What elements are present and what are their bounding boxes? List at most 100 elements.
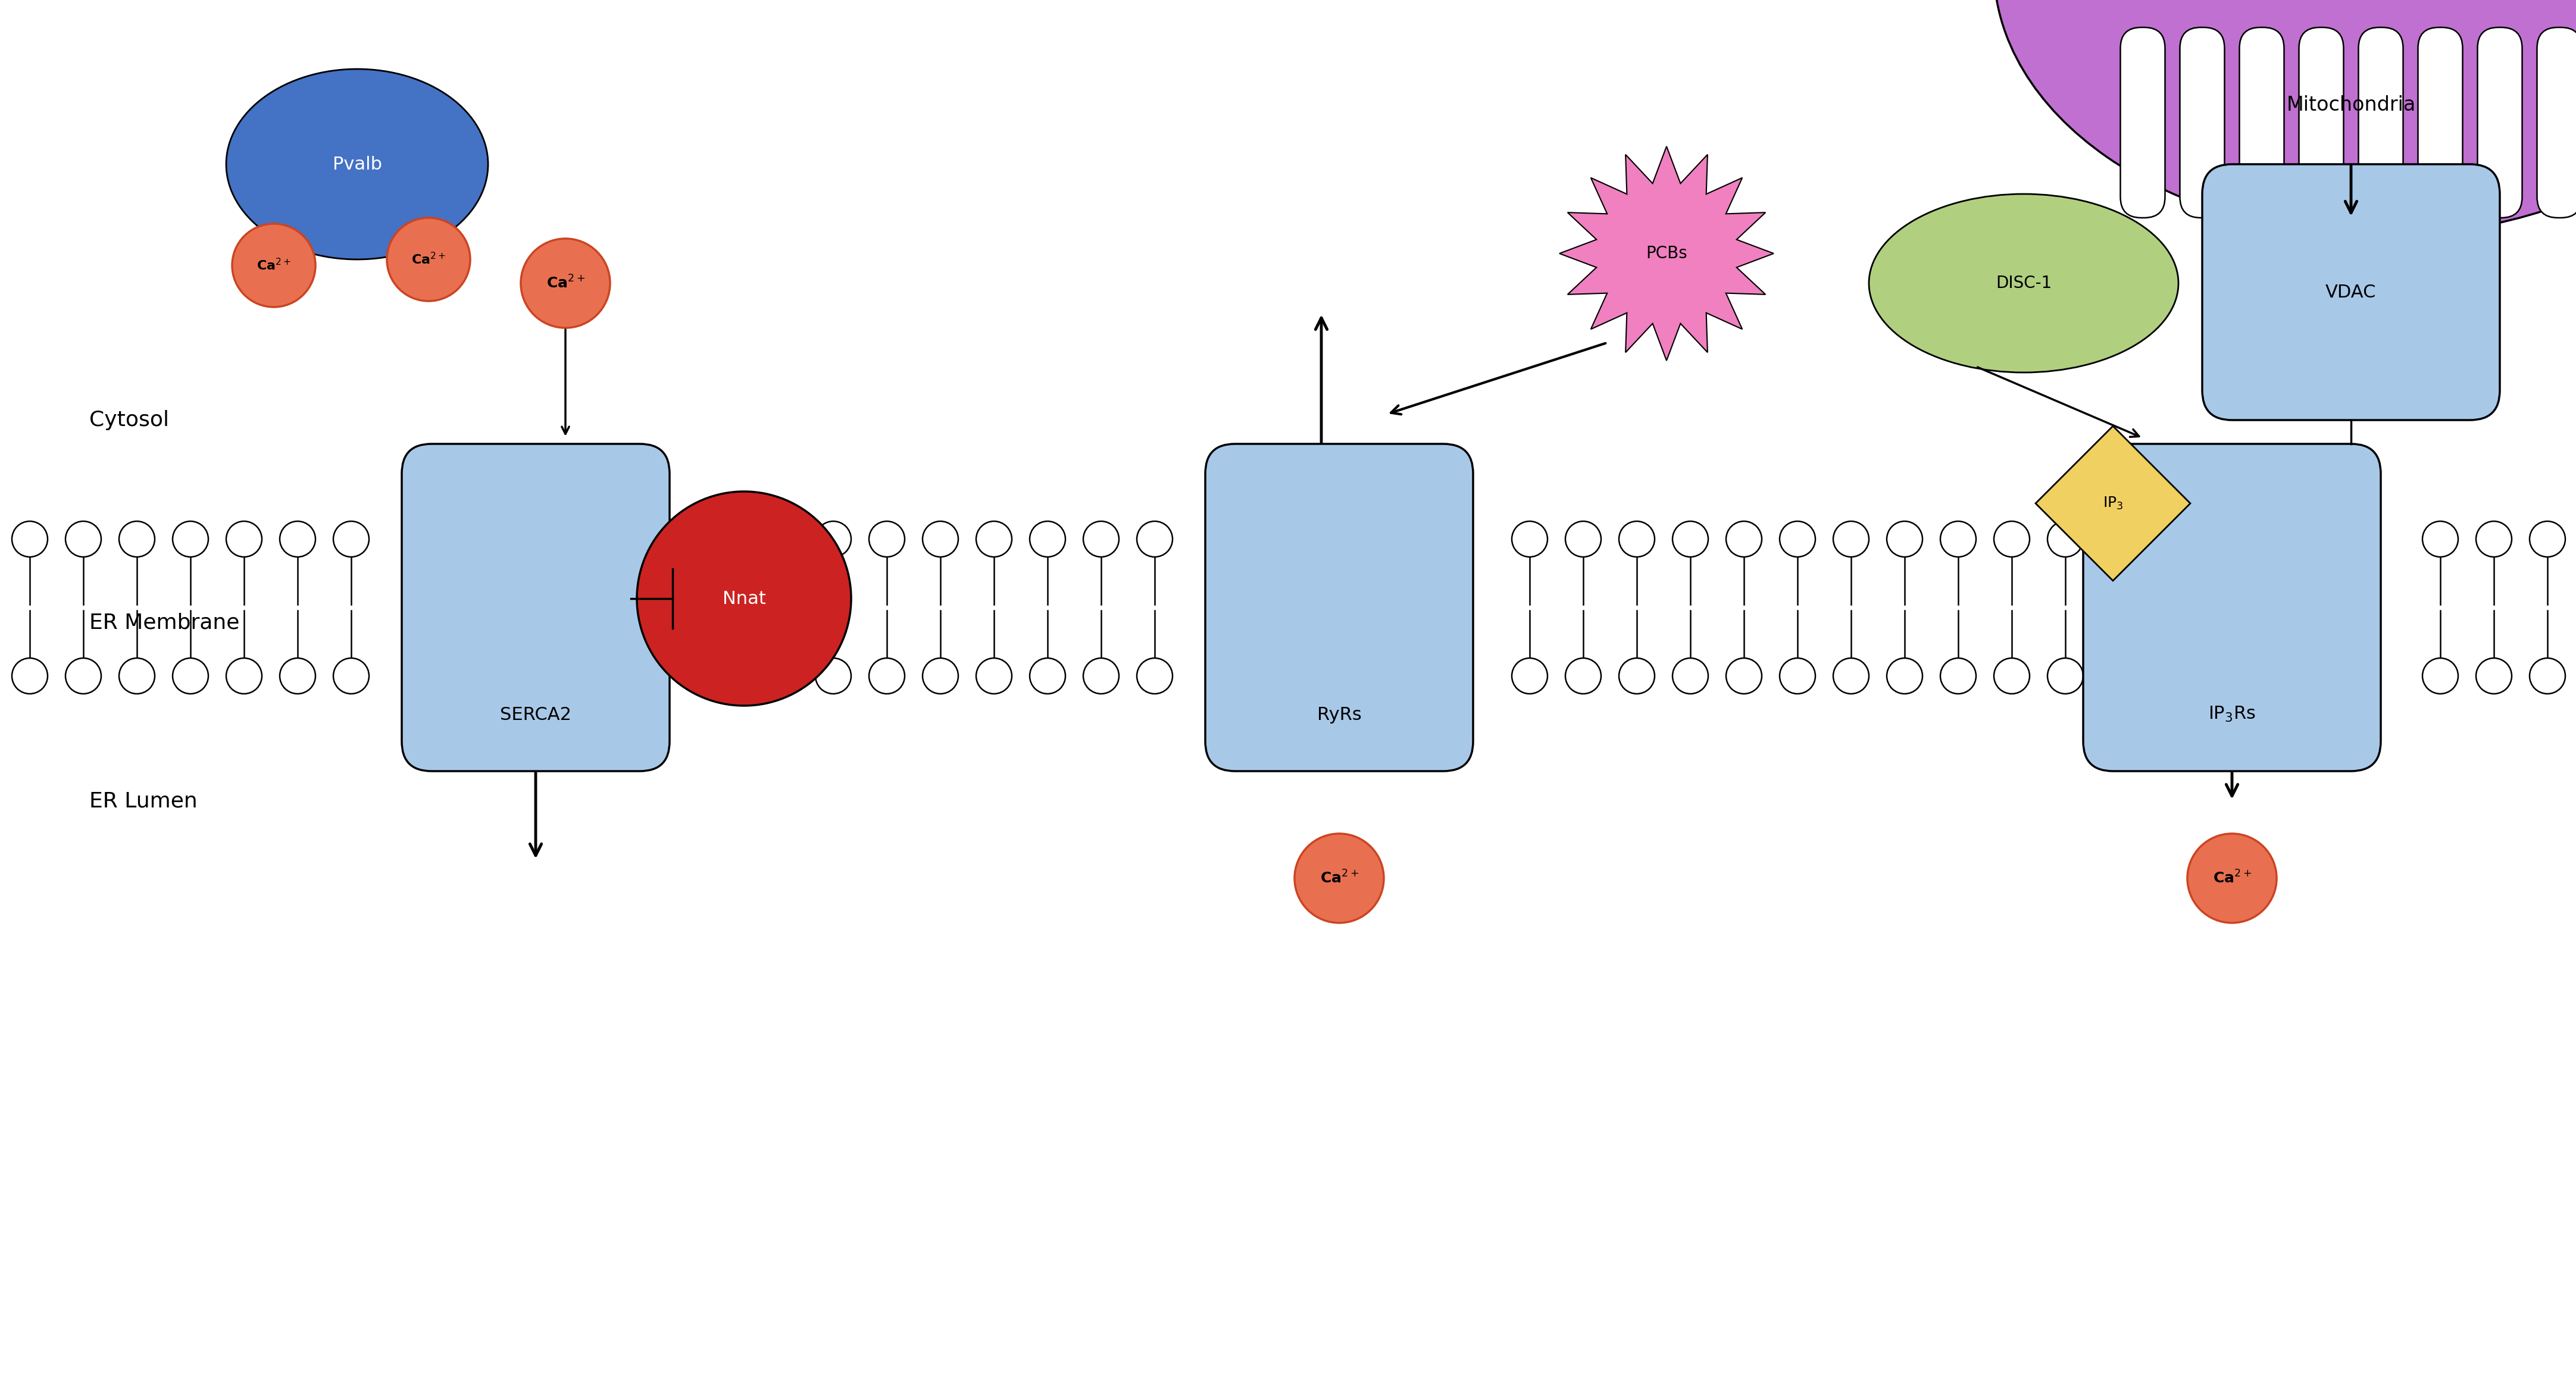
Circle shape [1672, 657, 1708, 693]
Circle shape [2530, 522, 2566, 556]
Circle shape [64, 522, 100, 556]
Circle shape [1994, 522, 2030, 556]
Circle shape [1780, 657, 1816, 693]
Circle shape [332, 522, 368, 556]
Circle shape [1512, 522, 1548, 556]
FancyBboxPatch shape [2478, 28, 2522, 217]
Circle shape [520, 238, 611, 328]
Circle shape [64, 657, 100, 693]
Circle shape [1030, 657, 1066, 693]
FancyBboxPatch shape [2239, 28, 2285, 217]
FancyBboxPatch shape [2419, 28, 2463, 217]
FancyBboxPatch shape [2360, 28, 2403, 217]
Circle shape [2476, 522, 2512, 556]
Ellipse shape [227, 69, 487, 259]
Circle shape [232, 224, 314, 307]
Circle shape [332, 657, 368, 693]
FancyBboxPatch shape [2298, 28, 2344, 217]
Ellipse shape [1870, 194, 2179, 372]
Circle shape [922, 657, 958, 693]
Circle shape [2530, 657, 2566, 693]
Circle shape [2048, 657, 2084, 693]
Circle shape [1886, 522, 1922, 556]
Circle shape [118, 522, 155, 556]
Text: Ca$^{2+}$: Ca$^{2+}$ [2213, 871, 2251, 886]
Polygon shape [2035, 426, 2190, 581]
Circle shape [1886, 657, 1922, 693]
Circle shape [1566, 522, 1602, 556]
Text: IP$_3$: IP$_3$ [2102, 495, 2123, 511]
Polygon shape [1558, 147, 1775, 361]
Circle shape [976, 657, 1012, 693]
Circle shape [1994, 657, 2030, 693]
Circle shape [762, 522, 799, 556]
Text: Cytosol: Cytosol [90, 410, 170, 430]
Circle shape [1566, 657, 1602, 693]
Circle shape [118, 657, 155, 693]
Text: DISC-1: DISC-1 [1996, 275, 2050, 292]
Text: Ca$^{2+}$: Ca$^{2+}$ [546, 275, 585, 291]
Text: Ca$^{2+}$: Ca$^{2+}$ [412, 252, 446, 267]
FancyBboxPatch shape [2120, 28, 2164, 217]
Circle shape [1780, 522, 1816, 556]
Text: VDAC: VDAC [2326, 284, 2378, 300]
Text: PCBs: PCBs [1646, 245, 1687, 262]
Circle shape [1726, 657, 1762, 693]
FancyBboxPatch shape [2537, 28, 2576, 217]
Circle shape [13, 657, 46, 693]
Circle shape [762, 657, 799, 693]
FancyBboxPatch shape [2179, 28, 2226, 217]
Circle shape [868, 657, 904, 693]
Circle shape [708, 522, 744, 556]
Text: Nnat: Nnat [721, 590, 765, 608]
Circle shape [1672, 522, 1708, 556]
FancyBboxPatch shape [2202, 165, 2499, 421]
Circle shape [817, 522, 850, 556]
Circle shape [173, 657, 209, 693]
Text: ER Lumen: ER Lumen [90, 790, 198, 811]
Circle shape [281, 657, 314, 693]
Circle shape [2048, 522, 2084, 556]
Circle shape [2421, 522, 2458, 556]
Circle shape [1136, 657, 1172, 693]
Text: Mitochondria: Mitochondria [2287, 95, 2416, 115]
Circle shape [1084, 522, 1118, 556]
Text: ER Membrane: ER Membrane [90, 612, 240, 632]
Circle shape [708, 657, 744, 693]
Circle shape [1030, 522, 1066, 556]
Circle shape [1726, 522, 1762, 556]
Circle shape [1084, 657, 1118, 693]
Circle shape [2476, 657, 2512, 693]
FancyBboxPatch shape [402, 444, 670, 771]
Circle shape [636, 491, 850, 706]
Text: SERCA2: SERCA2 [500, 706, 572, 724]
Circle shape [2421, 657, 2458, 693]
Circle shape [1296, 833, 1383, 923]
Text: RyRs: RyRs [1316, 706, 1363, 724]
Ellipse shape [1994, 0, 2576, 235]
Circle shape [281, 522, 314, 556]
Circle shape [13, 522, 46, 556]
Circle shape [1136, 522, 1172, 556]
FancyBboxPatch shape [1206, 444, 1473, 771]
FancyBboxPatch shape [2084, 444, 2380, 771]
Circle shape [2187, 833, 2277, 923]
Text: Ca$^{2+}$: Ca$^{2+}$ [1319, 871, 1358, 886]
Circle shape [1834, 657, 1870, 693]
Circle shape [227, 657, 263, 693]
Circle shape [1940, 522, 1976, 556]
Circle shape [868, 522, 904, 556]
Circle shape [173, 522, 209, 556]
Text: Ca$^{2+}$: Ca$^{2+}$ [258, 257, 291, 273]
Circle shape [227, 522, 263, 556]
Text: Pvalb: Pvalb [332, 155, 381, 173]
Circle shape [1940, 657, 1976, 693]
Circle shape [386, 217, 471, 302]
Circle shape [1834, 522, 1870, 556]
Circle shape [1512, 657, 1548, 693]
Circle shape [817, 657, 850, 693]
Circle shape [922, 522, 958, 556]
Circle shape [1618, 522, 1654, 556]
Text: IP$_3$Rs: IP$_3$Rs [2208, 704, 2257, 724]
Circle shape [1618, 657, 1654, 693]
